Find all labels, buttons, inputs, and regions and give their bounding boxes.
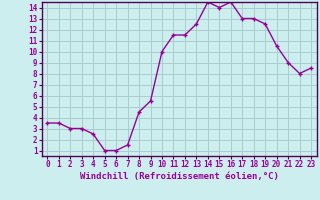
- X-axis label: Windchill (Refroidissement éolien,°C): Windchill (Refroidissement éolien,°C): [80, 172, 279, 181]
